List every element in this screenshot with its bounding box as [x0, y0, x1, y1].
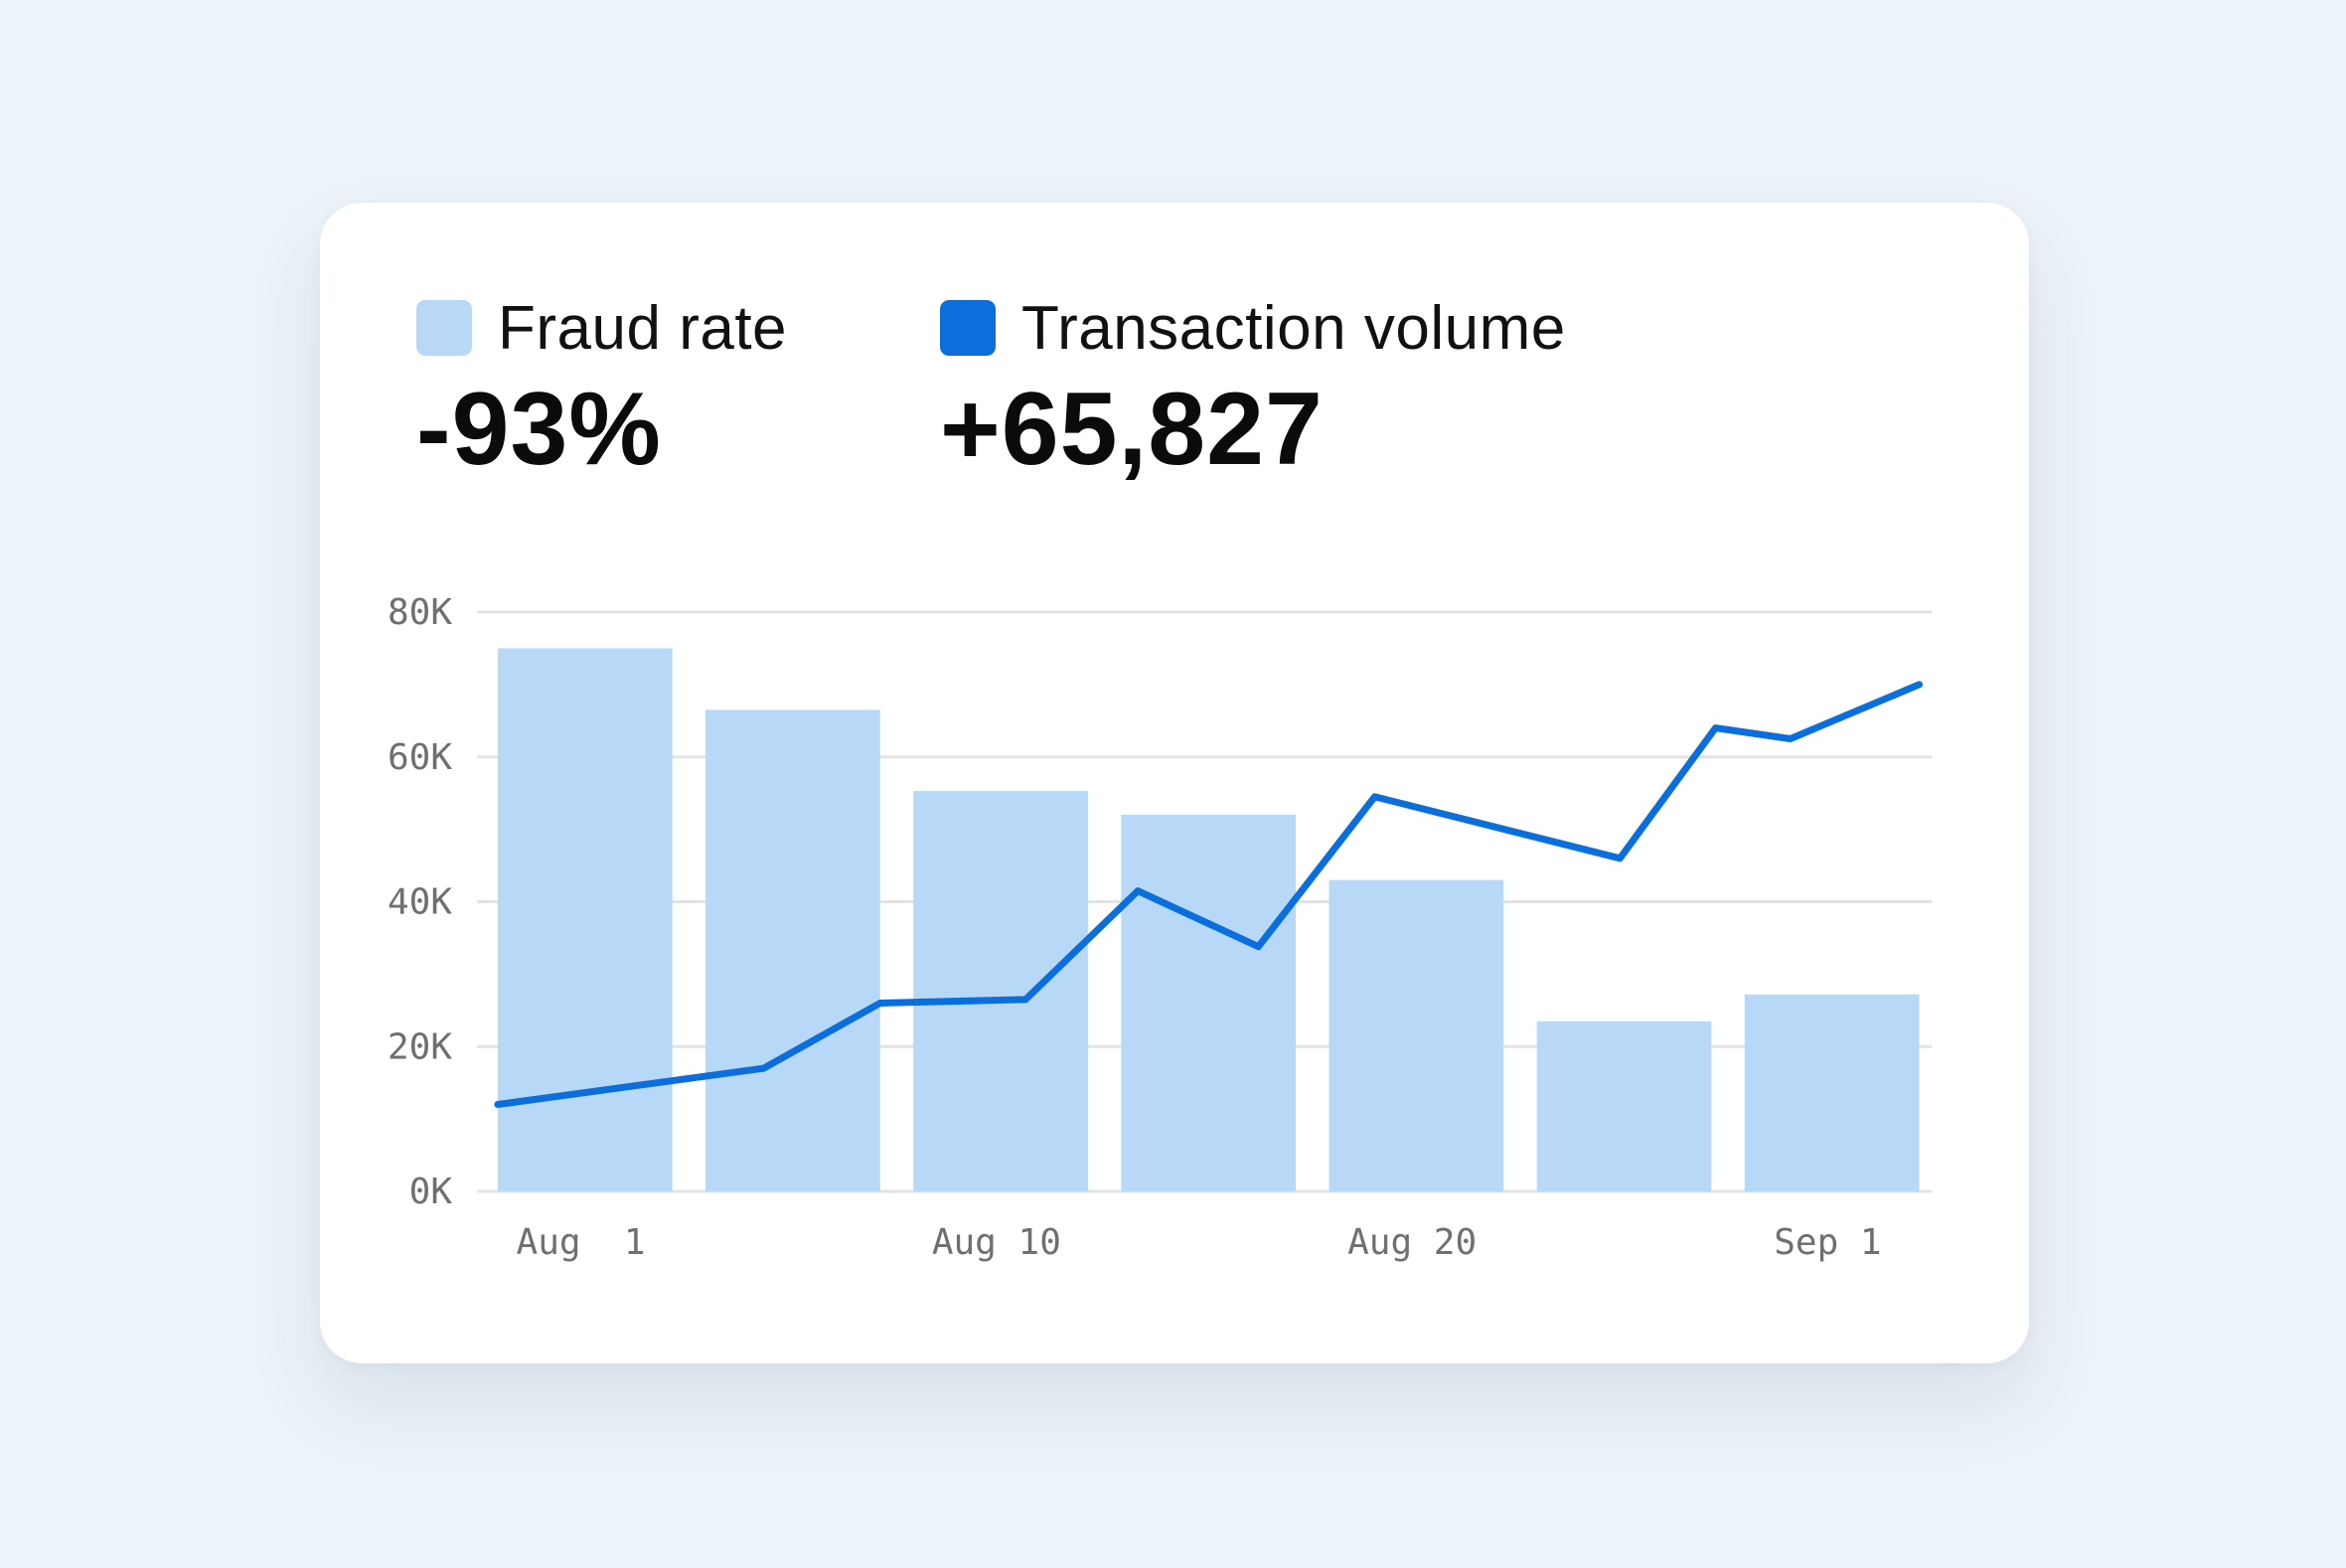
transaction-volume-legend-swatch: [940, 300, 996, 356]
fraud-rate-legend-swatch: [416, 300, 472, 356]
transaction-volume-point: [1918, 683, 1921, 686]
x-tick-label: Sep 1: [1774, 1222, 1881, 1263]
combo-chart: 80K 60K 40K 20K 0K Aug 1 Aug 10 Aug 20 Sep 1: [388, 592, 1932, 1263]
y-axis-tick-labels: 80K 60K 40K 20K 0K: [388, 592, 452, 1212]
x-tick-label: Aug 20: [1347, 1222, 1477, 1263]
x-tick-label: Aug 10: [932, 1222, 1061, 1263]
x-axis-tick-labels: Aug 1 Aug 10 Aug 20 Sep 1: [517, 1222, 1882, 1263]
transaction-volume-value: +65,827: [940, 372, 1324, 487]
y-tick-label: 40K: [388, 882, 452, 923]
transaction-volume-legend-label: Transaction volume: [1021, 293, 1566, 363]
x-tick-label: Aug 1: [517, 1222, 646, 1263]
transaction-volume-point: [1714, 726, 1717, 729]
fraud-rate-bar: [497, 648, 673, 1191]
y-tick-label: 0K: [409, 1172, 453, 1212]
transaction-volume-point: [1619, 857, 1622, 860]
transaction-volume-point: [878, 1002, 881, 1005]
transaction-volume-line-layer: [494, 681, 1923, 1108]
fraud-rate-bar: [1744, 994, 1920, 1191]
y-tick-label: 20K: [388, 1026, 452, 1067]
transaction-volume-point: [1789, 737, 1792, 740]
y-tick-label: 80K: [388, 592, 452, 633]
fraud-rate-bar: [913, 791, 1088, 1191]
fraud-rate-bar: [1536, 1020, 1712, 1191]
transaction-volume-point: [1373, 795, 1376, 798]
transaction-volume-point: [762, 1067, 765, 1070]
transaction-volume-metric: Transaction volume +65,827: [940, 292, 1566, 481]
transaction-volume-point: [1024, 998, 1027, 1001]
fraud-rate-value: -93%: [416, 372, 662, 487]
transaction-volume-point: [1137, 889, 1140, 892]
fraud-rate-bar: [1329, 879, 1504, 1191]
fraud-rate-legend-label: Fraud rate: [498, 293, 788, 363]
transaction-volume-point: [1257, 945, 1260, 948]
fraud-rate-bar: [705, 709, 880, 1191]
chart-card: Fraud rate -93% Transaction volume +65,8…: [320, 203, 2029, 1363]
y-tick-label: 60K: [388, 737, 452, 778]
fraud-rate-metric: Fraud rate -93%: [416, 292, 787, 481]
fraud-rate-bar: [1121, 815, 1297, 1191]
transaction-volume-point: [496, 1103, 499, 1106]
fraud-rate-bars: [497, 648, 1920, 1191]
